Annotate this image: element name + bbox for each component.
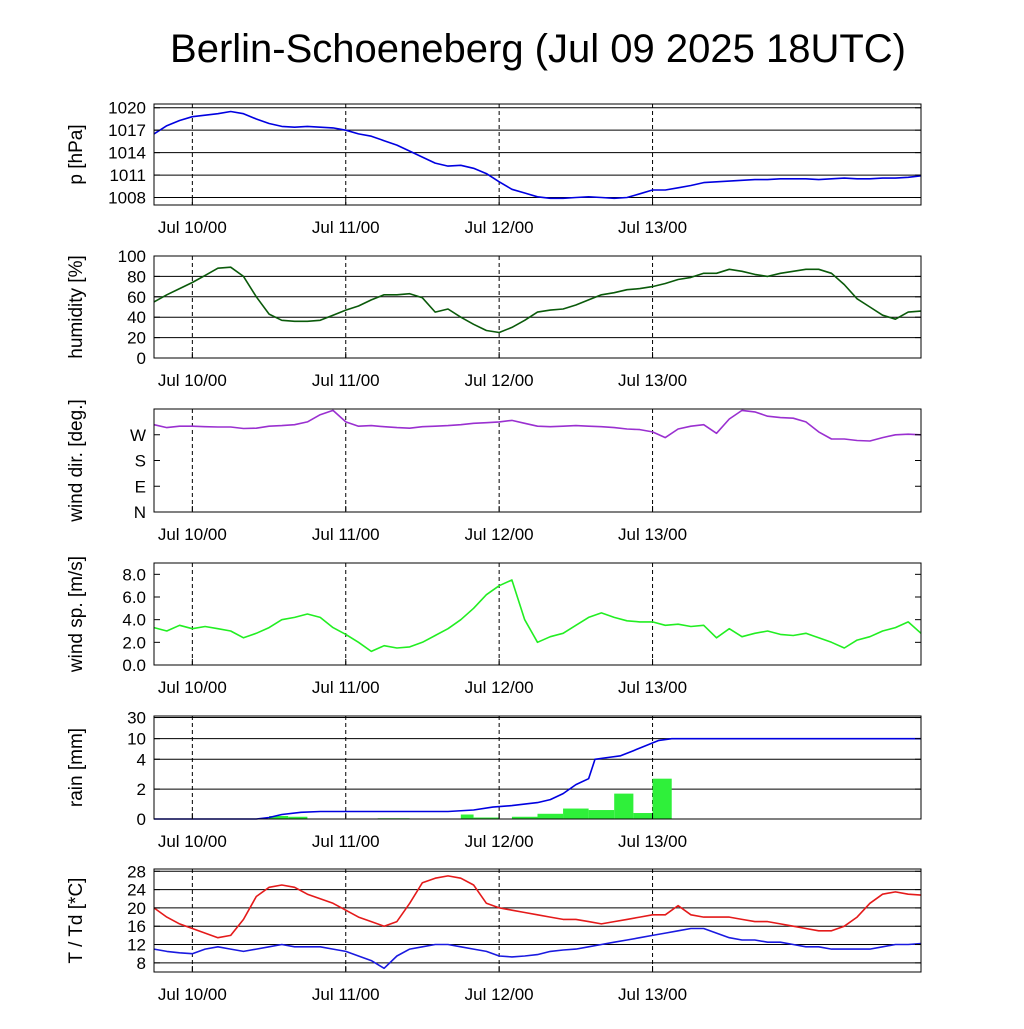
y-tick-label: 1020 (108, 99, 146, 118)
x-tick-label: Jul 10/00 (158, 371, 227, 390)
panel-4: 0.0 2.0 4.0 6.0 8.0 Jul 10/00 Jul 11/00 Jul 12/… (66, 556, 921, 697)
rain-bar (461, 815, 474, 819)
panel-frame (154, 716, 921, 819)
x-tick-label: Jul 12/00 (465, 371, 534, 390)
x-tick-label: Jul 11/00 (312, 371, 380, 390)
x-tick-label: Jul 11/00 (312, 525, 380, 544)
series-line-1 (154, 112, 921, 199)
panel-frame (154, 256, 921, 358)
x-tick-label: Jul 13/00 (618, 218, 687, 237)
y-axis-label: wind dir. [deg.] (66, 399, 87, 523)
series-line-1 (154, 267, 921, 332)
x-tick-label: Jul 13/00 (618, 525, 687, 544)
x-tick-label: Jul 11/00 (312, 218, 380, 237)
rain-bar (653, 779, 672, 819)
x-tick-label: Jul 12/00 (465, 678, 534, 697)
y-axis-label: p [hPa] (66, 124, 87, 184)
y-tick-label: 4 (137, 750, 146, 769)
x-tick-label: Jul 11/00 (312, 985, 380, 1004)
y-tick-label: 1011 (109, 166, 146, 185)
series-line-1 (154, 580, 921, 651)
panel-frame (154, 563, 921, 665)
y-axis-label: wind sp. [m/s] (66, 556, 87, 673)
series-line-2 (154, 929, 921, 969)
panel-frame (154, 104, 921, 205)
y-tick-label: W (130, 426, 146, 445)
y-tick-label: 16 (127, 917, 146, 936)
y-axis-label: T / Td [*C] (66, 878, 87, 964)
x-tick-label: Jul 11/00 (312, 832, 380, 851)
x-tick-label: Jul 11/00 (312, 678, 380, 697)
rain-bar (538, 814, 564, 819)
rain-bar (563, 809, 589, 819)
series-line-1 (154, 739, 921, 819)
y-axis-label: rain [mm] (66, 728, 87, 807)
chart-title: Berlin-Schoeneberg (Jul 09 2025 18UTC) (170, 27, 906, 71)
panel-frame (154, 869, 921, 972)
y-tick-label: 100 (118, 247, 146, 266)
y-tick-label: 6.0 (122, 588, 146, 607)
x-tick-label: Jul 13/00 (618, 371, 687, 390)
rain-bar (633, 813, 652, 819)
panel-frame (154, 409, 921, 512)
x-tick-label: Jul 12/00 (465, 525, 534, 544)
y-tick-label: 1014 (108, 144, 146, 163)
y-tick-label: 28 (127, 862, 146, 881)
y-tick-label: 8 (137, 954, 146, 973)
x-tick-label: Jul 12/00 (465, 985, 534, 1004)
x-tick-label: Jul 12/00 (465, 218, 534, 237)
y-tick-label: 60 (127, 288, 146, 307)
x-tick-label: Jul 10/00 (158, 985, 227, 1004)
x-tick-label: Jul 10/00 (158, 832, 227, 851)
x-tick-label: Jul 13/00 (618, 678, 687, 697)
series-line-1 (154, 410, 921, 441)
x-tick-label: Jul 12/00 (465, 832, 534, 851)
y-tick-label: 12 (127, 936, 146, 955)
y-tick-label: 1008 (108, 189, 146, 208)
rain-bar (589, 810, 615, 819)
y-tick-label: 40 (127, 308, 146, 327)
y-tick-label: 4.0 (122, 611, 146, 630)
y-tick-label: 2 (137, 780, 146, 799)
y-tick-label: 10 (127, 730, 146, 749)
y-tick-label: 2.0 (122, 633, 146, 652)
y-tick-label: 8.0 (122, 565, 146, 584)
y-tick-label: N (134, 503, 146, 522)
y-tick-label: 0.0 (122, 656, 146, 675)
series-line-1 (154, 876, 921, 938)
y-tick-label: 80 (127, 267, 146, 286)
x-tick-label: Jul 13/00 (618, 985, 687, 1004)
y-tick-label: 20 (127, 899, 146, 918)
y-tick-label: 30 (127, 709, 146, 728)
y-tick-label: 0 (137, 810, 146, 829)
panel-5: 0 2 410 30 Jul 10/00 Jul 11/00 Jul 12/00 Jul 13… (66, 709, 921, 851)
rain-bar (614, 794, 633, 819)
x-tick-label: Jul 10/00 (158, 218, 227, 237)
panel-1: 1008 1011 1014 1017 1020 Jul 10/00 Jul 11/00 Ju… (66, 99, 921, 237)
y-axis-label: humidity [%] (66, 255, 87, 358)
y-tick-label: 20 (127, 329, 146, 348)
y-tick-label: E (135, 477, 146, 496)
y-tick-label: 24 (127, 881, 146, 900)
y-tick-label: 1017 (108, 121, 146, 140)
x-tick-label: Jul 10/00 (158, 525, 227, 544)
y-tick-label: S (135, 452, 146, 471)
y-tick-label: 0 (137, 349, 146, 368)
x-tick-label: Jul 10/00 (158, 678, 227, 697)
x-tick-label: Jul 13/00 (618, 832, 687, 851)
